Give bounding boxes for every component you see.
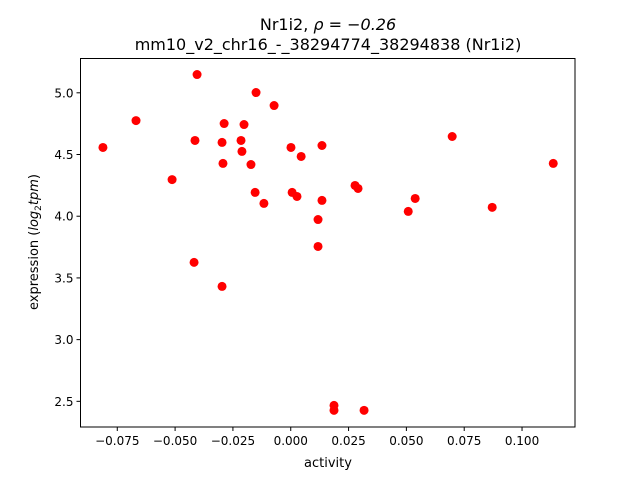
data-point: [192, 70, 202, 80]
x-tick-label: 0.075: [447, 434, 481, 448]
data-point: [292, 191, 302, 201]
data-point: [313, 241, 323, 251]
data-point: [219, 119, 229, 129]
data-point: [548, 158, 558, 168]
data-point: [353, 183, 363, 193]
x-tick-label: −0.050: [153, 434, 197, 448]
plot-frame: [80, 58, 576, 428]
data-point: [317, 195, 327, 205]
x-tick-label: 0.000: [274, 434, 308, 448]
data-point: [237, 146, 247, 156]
data-point: [259, 198, 269, 208]
data-point: [167, 175, 177, 185]
data-point: [403, 206, 413, 216]
data-point: [447, 131, 457, 141]
x-tick-label: −0.025: [211, 434, 255, 448]
data-point: [317, 141, 327, 151]
data-point: [246, 160, 256, 170]
y-tick-label: 4.5: [54, 148, 73, 162]
data-point: [131, 116, 141, 126]
chart-title-line1: Nr1i2, ρ = −0.26: [260, 15, 396, 34]
y-axis-label: expression (log2tpm): [27, 174, 44, 310]
data-point: [250, 187, 260, 197]
data-point: [313, 215, 323, 225]
data-point: [296, 151, 306, 161]
data-point: [269, 101, 279, 111]
data-point: [190, 135, 200, 145]
x-tick-label: 0.050: [389, 434, 423, 448]
x-tick-label: 0.025: [331, 434, 365, 448]
data-point: [286, 142, 296, 152]
y-tick-label: 2.5: [54, 395, 73, 409]
chart-title-line2: mm10_v2_chr16_-_38294774_38294838 (Nr1i2…: [135, 35, 522, 55]
data-point: [236, 135, 246, 145]
x-tick-label: 0.100: [505, 434, 539, 448]
data-point: [329, 405, 339, 415]
data-point: [189, 257, 199, 267]
data-point: [359, 405, 369, 415]
data-point: [217, 281, 227, 291]
data-point: [410, 193, 420, 203]
data-point: [218, 158, 228, 168]
data-point: [251, 88, 261, 98]
y-tick-label: 3.5: [54, 271, 73, 285]
y-tick-label: 4.0: [54, 210, 73, 224]
y-tick-label: 3.0: [54, 333, 73, 347]
data-point: [217, 137, 227, 147]
data-point: [487, 202, 497, 212]
y-tick-label: 5.0: [54, 86, 73, 100]
x-tick-label: −0.075: [95, 434, 139, 448]
data-point: [98, 142, 108, 152]
data-point: [239, 120, 249, 130]
x-axis-label: activity: [304, 456, 352, 471]
